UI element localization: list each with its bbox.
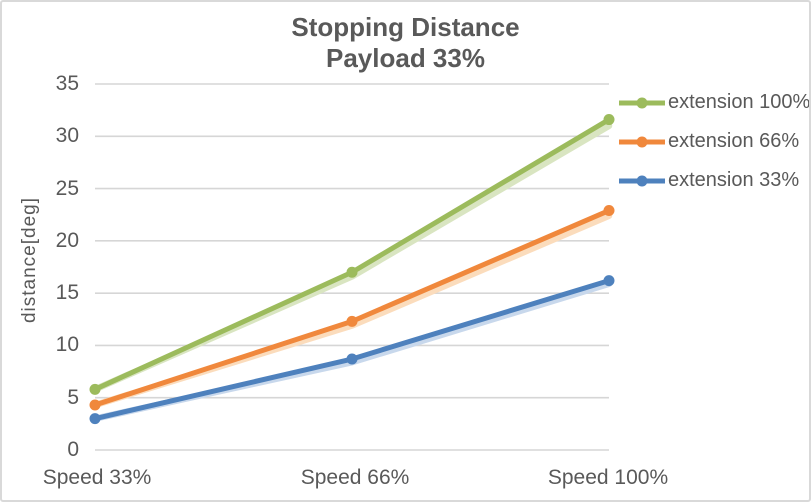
data-point-marker xyxy=(89,399,101,411)
legend-item-0: extension 100% xyxy=(619,83,811,122)
legend-label: extension 66% xyxy=(668,130,800,152)
legend-line-marker-icon xyxy=(619,175,665,186)
x-axis-label: Speed 100% xyxy=(547,466,669,489)
y-tick-label: 30 xyxy=(55,124,79,148)
series-line-0 xyxy=(92,117,612,392)
x-axis-label: Speed 33% xyxy=(42,466,152,489)
data-point-marker xyxy=(89,413,101,425)
y-tick-label: 35 xyxy=(55,72,79,95)
data-point-marker xyxy=(603,114,615,126)
data-point-marker xyxy=(89,383,101,395)
legend-label: extension 33% xyxy=(668,169,800,191)
legend-line-marker-icon xyxy=(619,136,665,147)
legend-item-1: extension 66% xyxy=(619,122,809,161)
data-point-marker xyxy=(603,275,615,287)
chart-title-line2: Payload 33% xyxy=(326,43,485,73)
data-point-marker xyxy=(346,315,358,327)
legend-label: extension 100% xyxy=(668,91,811,113)
y-tick-label: 0 xyxy=(67,438,79,461)
y-tick-label: 15 xyxy=(55,281,79,305)
y-tick-label: 20 xyxy=(55,228,79,252)
chart-legend: extension 100% extension 66% extension 33% xyxy=(619,83,811,200)
y-tick-label: 5 xyxy=(67,385,79,409)
y-tick-label: 25 xyxy=(55,176,79,200)
legend-item-2: extension 33% xyxy=(619,161,809,200)
chart-title-line1: Stopping Distance xyxy=(291,12,520,42)
legend-line-marker-icon xyxy=(619,97,665,108)
data-point-marker xyxy=(346,266,358,278)
data-point-marker xyxy=(346,353,358,365)
chart-title: Stopping Distance Payload 33% xyxy=(2,12,809,74)
data-point-marker xyxy=(603,205,615,217)
x-axis-label: Speed 66% xyxy=(300,466,410,489)
y-tick-label: 10 xyxy=(55,333,79,357)
